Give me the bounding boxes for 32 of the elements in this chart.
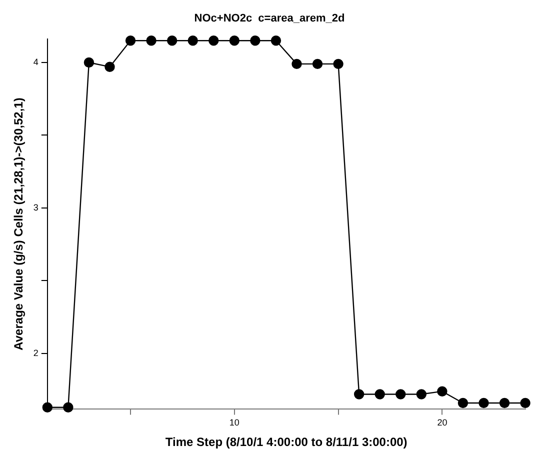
point — [333, 58, 344, 70]
point — [396, 389, 406, 400]
point — [125, 36, 136, 46]
point — [437, 386, 448, 396]
point — [520, 398, 530, 408]
chart-title: NOc+NO2c c=area_arem_2d — [194, 12, 345, 25]
point — [250, 36, 260, 46]
point — [208, 36, 219, 46]
point — [166, 36, 178, 46]
x-tick-label: 10 — [229, 418, 240, 428]
y-tick-label: 2 — [33, 348, 38, 358]
point — [478, 398, 489, 408]
point — [84, 57, 94, 68]
y-axis-title: Average Value (g/s) Cells (21,28,1)->(30,52,1) — [12, 98, 26, 350]
point — [188, 36, 198, 46]
point — [354, 389, 364, 400]
point — [312, 58, 323, 70]
point — [458, 398, 468, 408]
y-tick-label: 4 — [33, 56, 38, 67]
point — [374, 389, 385, 400]
point — [229, 36, 240, 46]
x-tick-label: 20 — [437, 418, 448, 428]
point — [42, 402, 53, 412]
point — [416, 389, 427, 400]
y-tick-label: 3 — [33, 202, 38, 212]
point — [292, 58, 302, 70]
x-axis-title: Time Step (8/10/1 4:00:00 to 8/11/1 3:00:00) — [165, 435, 408, 450]
point — [63, 402, 74, 412]
point — [104, 62, 115, 72]
point — [499, 398, 510, 408]
point — [146, 36, 156, 46]
point — [270, 36, 282, 46]
